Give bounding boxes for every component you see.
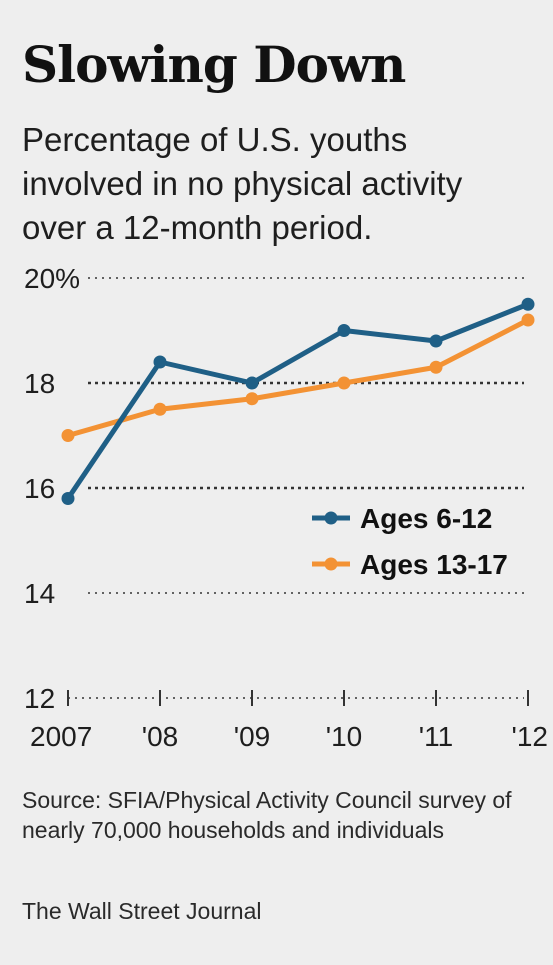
data-point bbox=[429, 334, 443, 348]
y-tick-label: 18 bbox=[24, 368, 55, 399]
y-tick-label: 12 bbox=[24, 683, 55, 714]
series-lines bbox=[61, 297, 535, 505]
data-point bbox=[337, 324, 351, 337]
grid-lines: 12 14 16 18 20% bbox=[24, 263, 524, 714]
legend-label: Ages 6-12 bbox=[360, 503, 492, 534]
data-point bbox=[153, 355, 167, 369]
line-chart: 12 14 16 18 20% 2007 '08 '09 '10 '11 '12 Ages 6-1… bbox=[24, 263, 548, 750]
data-point bbox=[429, 360, 443, 374]
data-point bbox=[245, 392, 259, 406]
data-point bbox=[521, 297, 535, 311]
series-line-1 bbox=[65, 301, 531, 501]
data-point bbox=[521, 313, 535, 327]
source-note: Source: SFIA/Physical Activity Council s… bbox=[22, 787, 512, 843]
data-point bbox=[153, 402, 167, 416]
publisher-credit: The Wall Street Journal bbox=[22, 898, 262, 924]
data-point bbox=[337, 376, 351, 390]
x-tick-label: '12 bbox=[512, 721, 549, 750]
chart-subtitle: Percentage of U.S. youths involved in no… bbox=[22, 121, 463, 246]
data-point bbox=[61, 429, 75, 442]
y-tick-label: 20% bbox=[24, 263, 80, 294]
legend: Ages 6-12 Ages 13-17 bbox=[312, 503, 508, 580]
x-tick-label: '10 bbox=[326, 721, 363, 750]
x-axis: 2007 '08 '09 '10 '11 '12 bbox=[30, 690, 548, 750]
x-tick-label: 2007 bbox=[30, 721, 92, 750]
data-point bbox=[245, 376, 259, 390]
y-tick-label: 16 bbox=[24, 473, 55, 504]
legend-label: Ages 13-17 bbox=[360, 549, 508, 580]
x-tick-label: '11 bbox=[419, 721, 453, 750]
data-point bbox=[61, 492, 75, 505]
y-tick-label: 14 bbox=[24, 578, 55, 609]
x-tick-label: '09 bbox=[234, 721, 271, 750]
series-line-2 bbox=[65, 317, 531, 438]
x-tick-label: '08 bbox=[142, 721, 179, 750]
chart-title: Slowing Down bbox=[22, 35, 406, 94]
legend-swatch-dot bbox=[324, 511, 338, 525]
legend-swatch-dot bbox=[324, 557, 338, 571]
